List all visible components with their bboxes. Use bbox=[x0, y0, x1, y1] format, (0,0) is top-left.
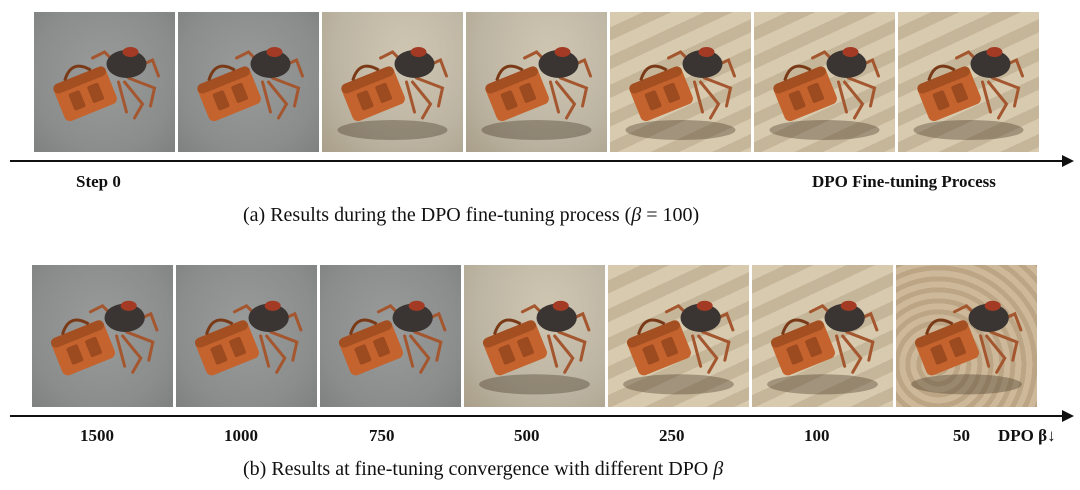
panel-b: 1500 1000 750 500 250 100 50 DPO β↓ (b) Result… bbox=[0, 245, 1080, 490]
result-image bbox=[610, 12, 751, 152]
result-image bbox=[896, 265, 1037, 407]
result-image bbox=[32, 265, 173, 407]
beta-value-label: 750 bbox=[369, 426, 395, 445]
result-image bbox=[898, 12, 1039, 152]
dpo-beta-axis-label: DPO β↓ bbox=[998, 426, 1056, 445]
beta-value-label: 250 bbox=[659, 426, 685, 445]
result-image bbox=[320, 265, 461, 407]
result-image bbox=[34, 12, 175, 152]
result-image bbox=[322, 12, 463, 152]
panel-b-beta-arrow bbox=[10, 410, 1074, 422]
result-image bbox=[178, 12, 319, 152]
result-image bbox=[464, 265, 605, 407]
dpo-process-label: DPO Fine-tuning Process bbox=[812, 172, 996, 191]
beta-value-label: 500 bbox=[514, 426, 540, 445]
result-image bbox=[752, 265, 893, 407]
result-image bbox=[466, 12, 607, 152]
result-image bbox=[608, 265, 749, 407]
step-0-label: Step 0 bbox=[76, 172, 121, 191]
result-image bbox=[754, 12, 895, 152]
beta-value-label: 1500 bbox=[80, 426, 114, 445]
panel-b-caption: (b) Results at fine-tuning convergence w… bbox=[243, 458, 724, 480]
panel-a-progress-arrow bbox=[10, 155, 1074, 167]
panel-a: Step 0 DPO Fine-tuning Process (a) Resul… bbox=[10, 12, 1074, 226]
result-image bbox=[176, 265, 317, 407]
beta-value-label: 1000 bbox=[224, 426, 258, 445]
beta-value-label: 50 bbox=[953, 426, 970, 445]
beta-value-label: 100 bbox=[804, 426, 830, 445]
panel-a-caption: (a) Results during the DPO fine-tuning p… bbox=[243, 204, 700, 226]
